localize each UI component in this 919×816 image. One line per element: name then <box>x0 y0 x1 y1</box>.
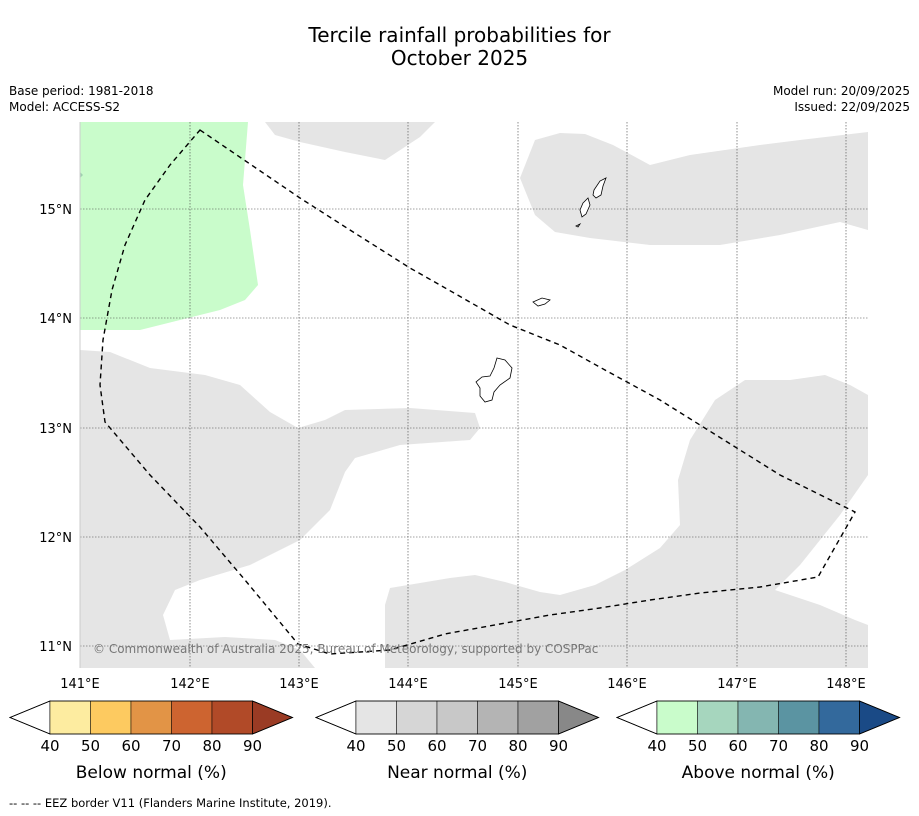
colorbar-segment <box>818 700 860 735</box>
near-normal-region <box>385 375 868 668</box>
colorbar-outline <box>8 700 294 735</box>
island-aguijan <box>575 222 582 228</box>
colorbar-tick-label: 50 <box>81 737 100 755</box>
colorbar-extend-low <box>8 700 51 735</box>
colorbar-tick-label: 90 <box>850 737 869 755</box>
colorbar-tick-label: 40 <box>647 737 666 755</box>
colorbar-outline <box>314 700 600 735</box>
colorbar-extend-low <box>314 700 357 735</box>
colorbar: 40 50 60 70 80 90 Above normal (%) <box>615 700 901 783</box>
model-name: Model: ACCESS-S2 <box>9 100 121 114</box>
lon-label: 148°E <box>826 677 866 692</box>
colorbar-tick-label: 70 <box>468 737 487 755</box>
colorbar-label: Near normal (%) <box>387 763 527 783</box>
colorbar-tick-label: 80 <box>809 737 828 755</box>
colorbar-outline <box>615 700 901 735</box>
colorbar-extend-high <box>252 700 294 735</box>
near-normal-region <box>520 132 868 245</box>
lon-label: 141°E <box>60 677 100 692</box>
colorbar-label: Above normal (%) <box>682 763 835 783</box>
near-normal-region <box>80 350 480 668</box>
lat-label: 15°N <box>39 203 72 218</box>
colorbar-segment <box>396 700 438 735</box>
colorbar-tick-label: 50 <box>387 737 406 755</box>
lon-label: 145°E <box>498 677 538 692</box>
island-rota <box>532 297 551 307</box>
colorbar-tick-label: 80 <box>508 737 527 755</box>
lat-label: 13°N <box>39 422 72 437</box>
model-run: Model run: 20/09/2025 <box>772 84 910 98</box>
colorbar: 40 50 60 70 80 90 Near normal (%) <box>314 700 600 783</box>
island-tinian <box>579 197 591 218</box>
colorbar-tick-label: 50 <box>688 737 707 755</box>
colorbar-segment <box>90 700 132 735</box>
colorbar-segment <box>517 700 559 735</box>
above-normal-speck <box>80 172 83 178</box>
near-normal-region <box>265 122 435 160</box>
eez-legend-text: EEZ border V11 (Flanders Marine Institut… <box>44 796 332 810</box>
colorbar-tick-label: 40 <box>346 737 365 755</box>
colorbar-extend-low <box>615 700 658 735</box>
colorbar-tick-label: 60 <box>728 737 747 755</box>
lat-label: 14°N <box>39 312 72 327</box>
colorbar-tick-label: 70 <box>769 737 788 755</box>
lat-label: 11°N <box>39 640 72 655</box>
colorbar-extend-high <box>859 700 901 735</box>
islands <box>475 177 607 403</box>
island-saipan <box>592 177 607 199</box>
colorbar-segment <box>171 700 213 735</box>
colorbar-segment <box>778 700 820 735</box>
colorbar-segment <box>697 700 739 735</box>
lon-label: 147°E <box>717 677 757 692</box>
lon-label: 143°E <box>279 677 319 692</box>
colorbar-tick-label: 60 <box>121 737 140 755</box>
colorbar-segment <box>477 700 519 735</box>
base-period: Base period: 1981-2018 <box>9 84 154 98</box>
lon-label: 146°E <box>607 677 647 692</box>
colorbar: 40 50 60 70 80 90 Below normal (%) <box>8 700 294 783</box>
eez-legend-symbol: -- -- -- <box>9 796 42 810</box>
lon-label: 144°E <box>388 677 428 692</box>
colorbar-tick-label: 90 <box>243 737 262 755</box>
colorbar-segment <box>656 700 698 735</box>
above-normal-region <box>80 122 258 330</box>
island-guam <box>475 357 513 403</box>
colorbar-segment <box>436 700 478 735</box>
issued-date: Issued: 22/09/2025 <box>794 100 910 114</box>
lat-label: 12°N <box>39 531 72 546</box>
colorbar-segment <box>737 700 779 735</box>
colorbar-label: Below normal (%) <box>76 763 227 783</box>
colorbar-tick-label: 60 <box>427 737 446 755</box>
colorbar-segment <box>49 700 91 735</box>
copyright-notice: © Commonwealth of Australia 2025, Bureau… <box>93 642 598 656</box>
legend-note: -- -- -- EEZ border V11 (Flanders Marine… <box>9 796 332 810</box>
colorbar-tick-label: 40 <box>40 737 59 755</box>
map-figure: 15°N 14°N 13°N 12°N 11°N 141°E 142°E 143°E 144°… <box>8 122 901 783</box>
probability-regions <box>80 122 868 668</box>
lon-label: 142°E <box>170 677 210 692</box>
colorbar-extend-high <box>558 700 600 735</box>
title-line-2: October 2025 <box>390 46 529 70</box>
title-line-1: Tercile rainfall probabilities for <box>308 23 611 47</box>
colorbar-tick-label: 70 <box>162 737 181 755</box>
colorbar-segment <box>211 700 253 735</box>
colorbar-tick-label: 90 <box>549 737 568 755</box>
colorbar-tick-label: 80 <box>202 737 221 755</box>
colorbar-segment <box>355 700 397 735</box>
colorbar-segment <box>130 700 172 735</box>
